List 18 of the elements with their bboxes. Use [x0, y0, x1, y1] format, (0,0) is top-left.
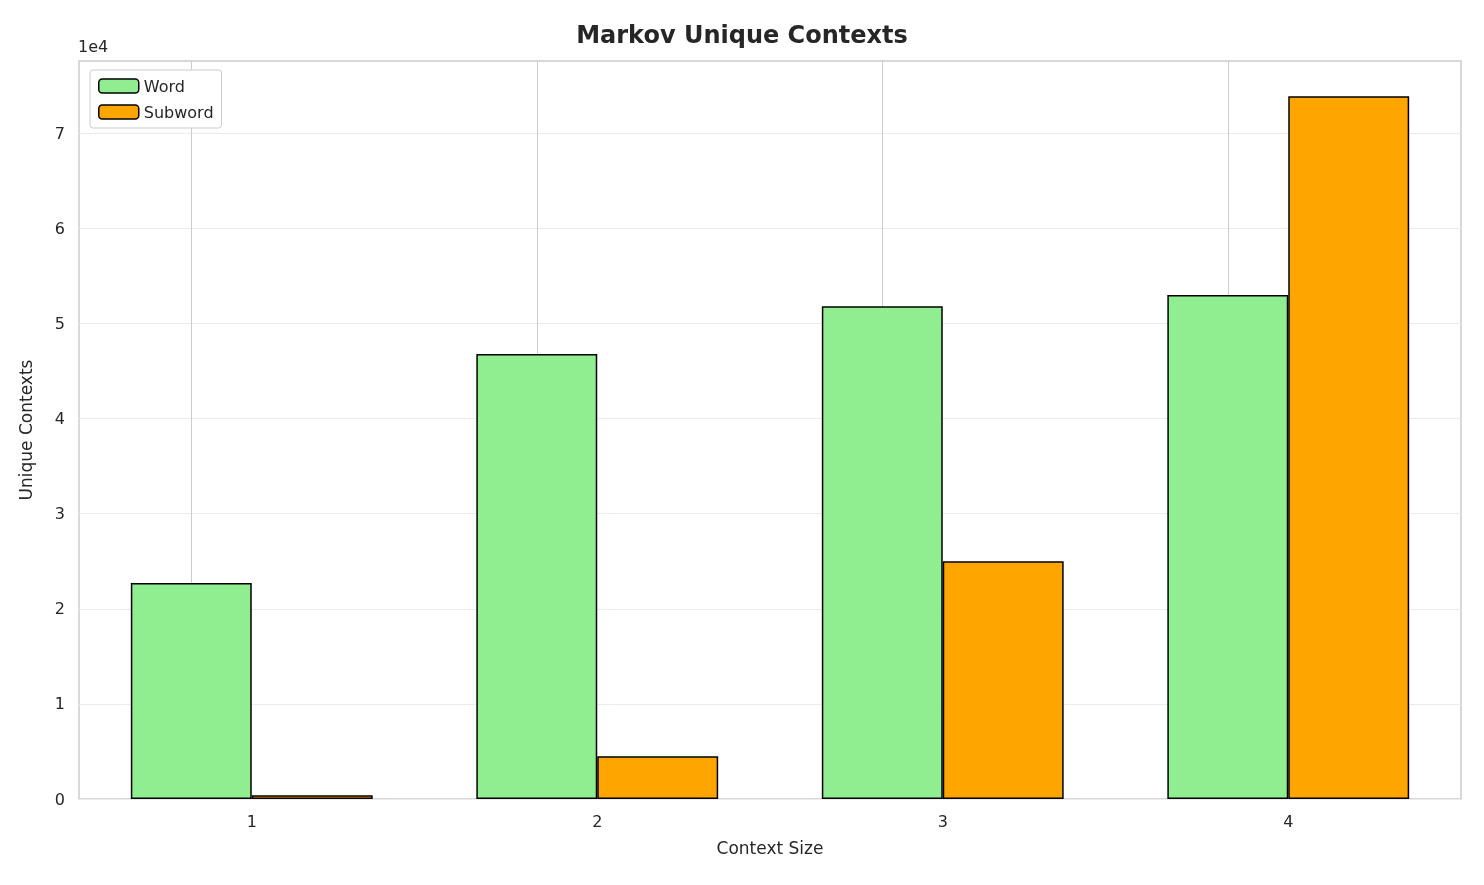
x-tick-label: 4: [1283, 811, 1294, 831]
text: 1e4: [78, 36, 109, 56]
y-tick-label: 2: [54, 599, 65, 619]
chart-title: Markov Unique Contexts: [576, 21, 908, 49]
legend-label: Subword: [143, 102, 214, 122]
y-tick-label: 3: [54, 504, 65, 524]
y-tick-label: 7: [54, 123, 65, 143]
x-tick-label: 3: [937, 811, 948, 831]
y-tick-label: 6: [54, 218, 65, 238]
y-tick-label: 1: [54, 694, 65, 714]
legend-label: Word: [143, 76, 185, 96]
y-tick-label: 0: [54, 789, 65, 809]
x-tick-label: 2: [592, 811, 603, 831]
y-axis-title: Unique Contexts: [15, 359, 36, 501]
y-tick-label: 4: [54, 409, 65, 429]
y-tick-label: 5: [54, 313, 65, 333]
x-axis-title: Context Size: [716, 837, 824, 858]
x-tick-label: 1: [246, 811, 257, 831]
